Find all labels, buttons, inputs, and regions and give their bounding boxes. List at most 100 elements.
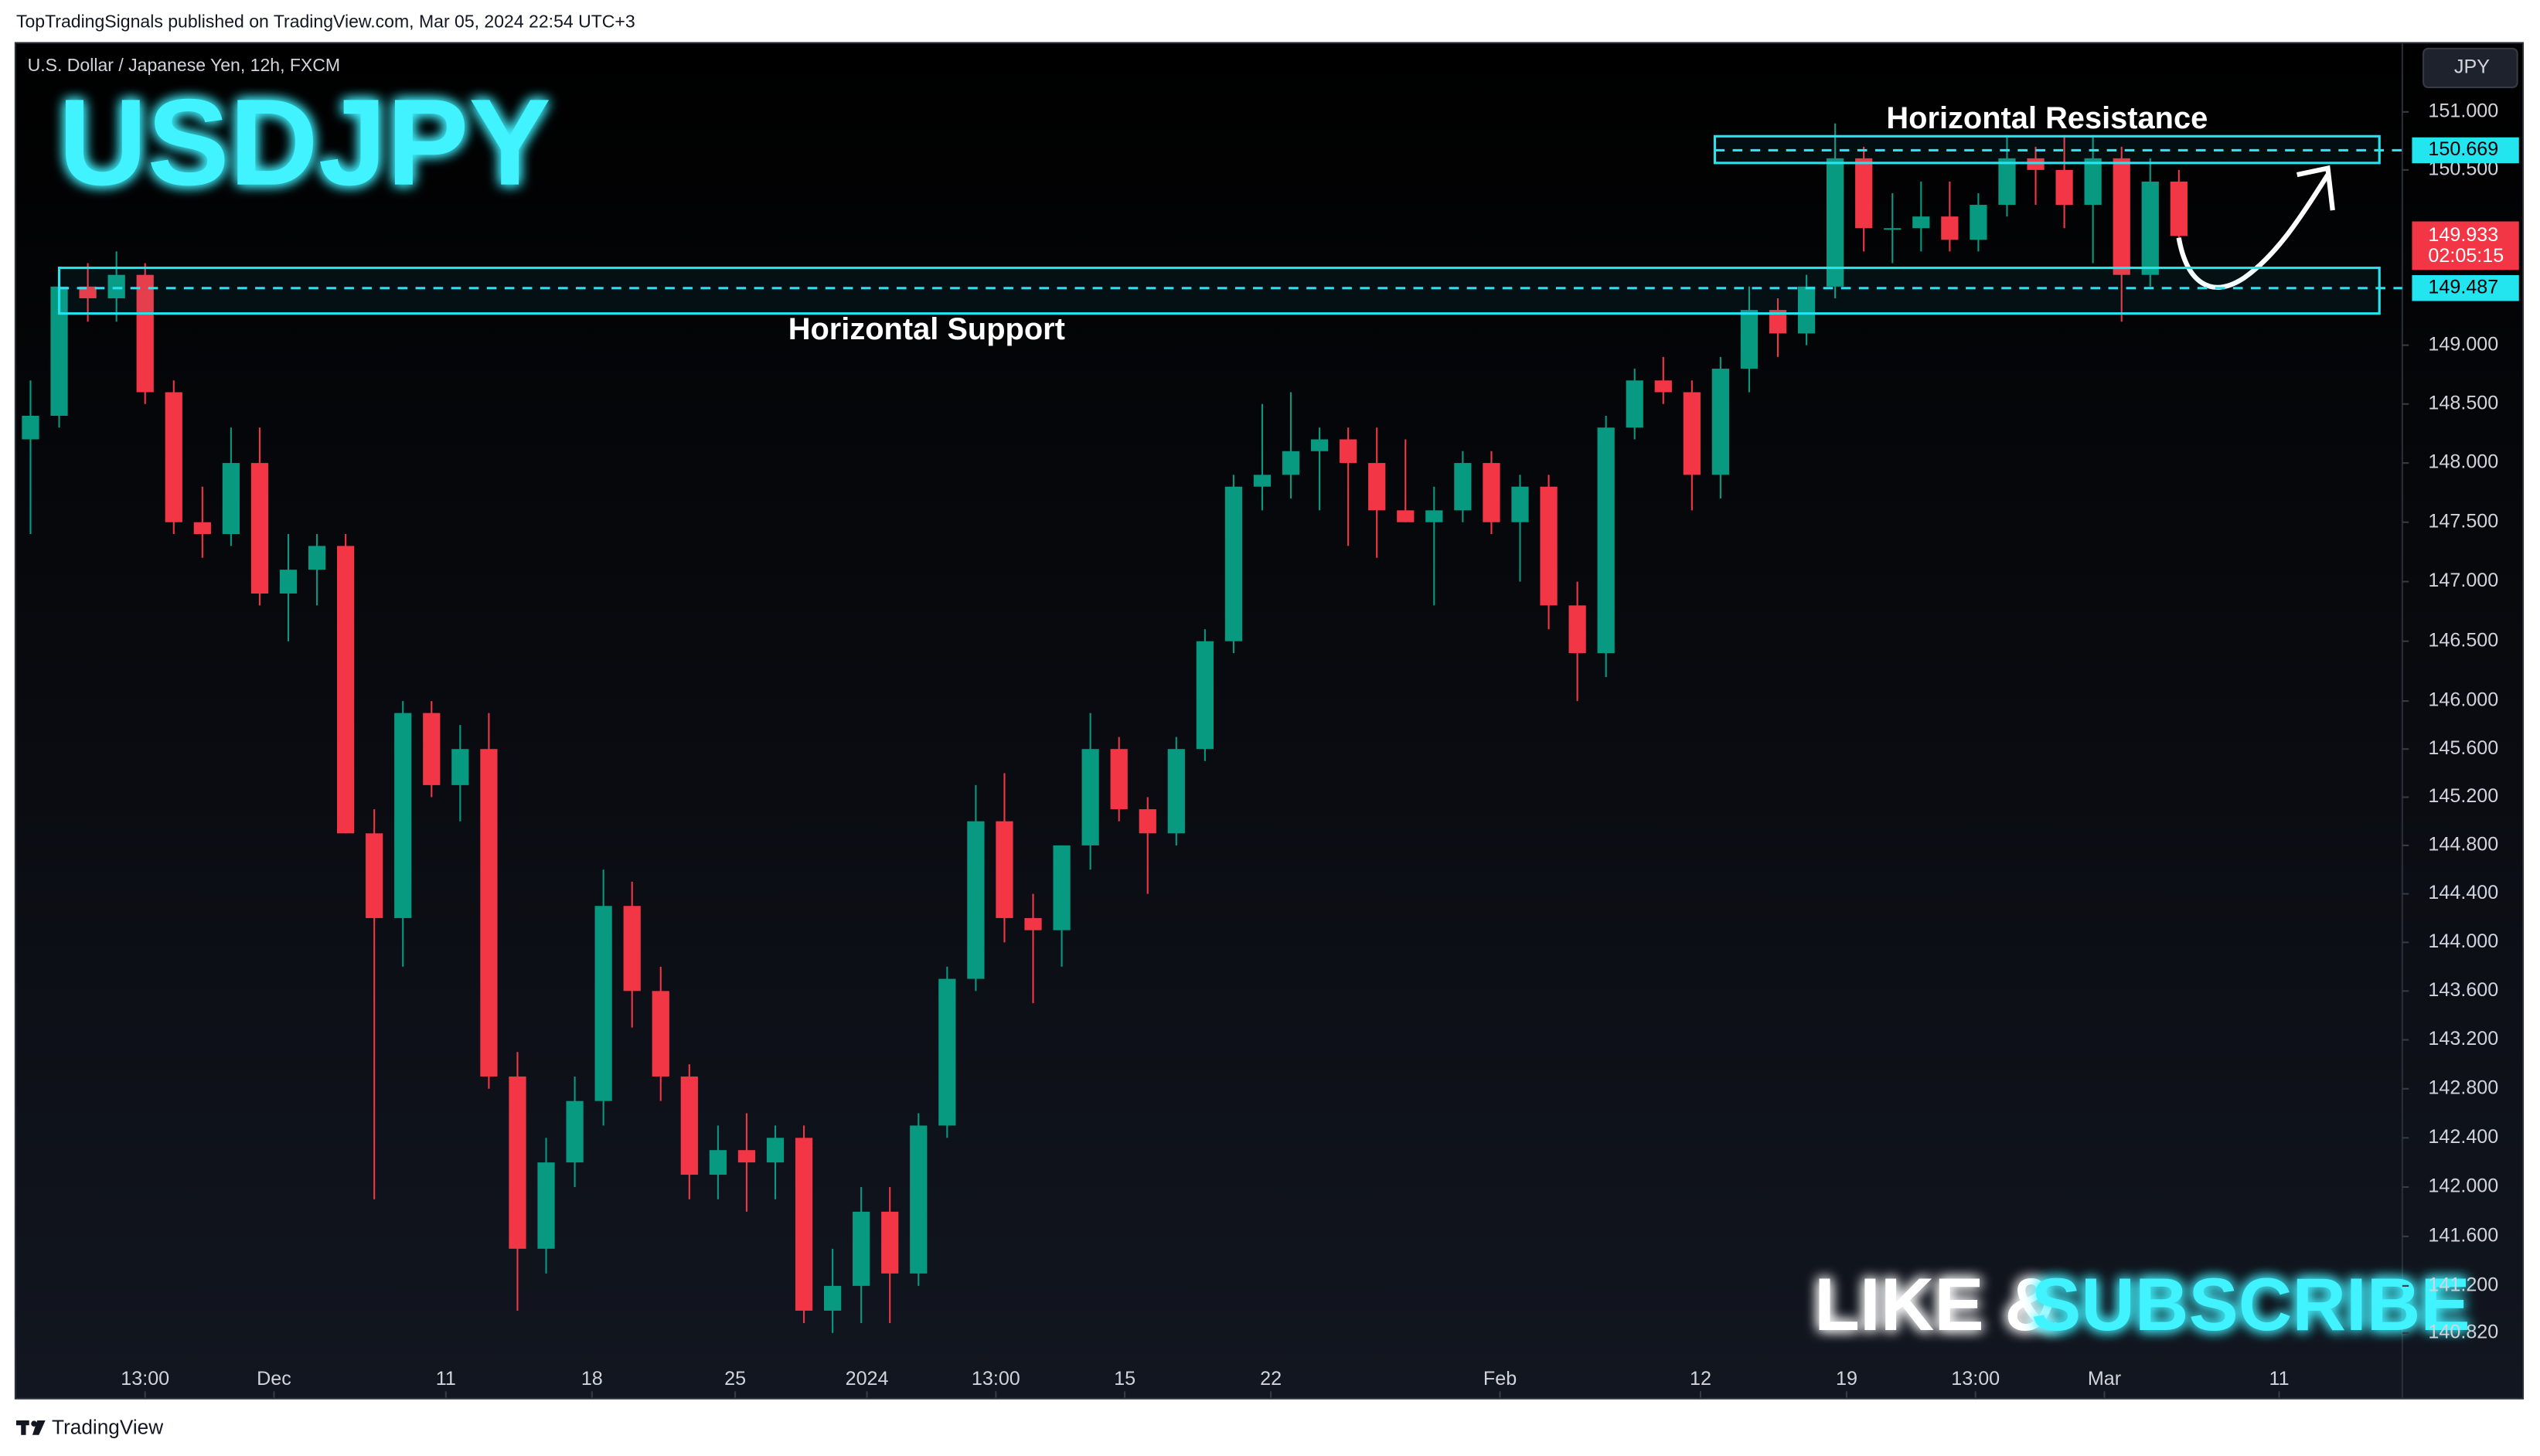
candle-body	[1053, 845, 1071, 930]
currency-button[interactable]	[2423, 47, 2518, 89]
level-price-label: 149.487	[2428, 276, 2498, 298]
level-price-tag	[2412, 275, 2519, 301]
level-zone	[1713, 134, 2381, 165]
candle-body	[1970, 205, 1987, 240]
y-tick-label: 146.000	[2428, 689, 2498, 711]
candle-body	[451, 749, 469, 785]
attribution: TopTradingSignals published on TradingVi…	[16, 11, 635, 31]
currency[interactable]: JPY	[2454, 56, 2490, 78]
candle-body	[1884, 228, 1902, 230]
level-price-tag	[2412, 137, 2519, 164]
y-tick-label: 146.500	[2428, 629, 2498, 651]
x-tick-label: Feb	[1483, 1368, 1517, 1390]
candle-body	[1540, 486, 1558, 606]
candle-body	[423, 713, 441, 785]
candle-body	[1454, 463, 1472, 511]
y-tick-label: 141.600	[2428, 1224, 2498, 1246]
y-tick-label: 145.200	[2428, 785, 2498, 807]
candle-body	[2084, 158, 2102, 206]
candle-body	[853, 1211, 870, 1286]
tv-logo	[15, 1420, 46, 1435]
y-tick-label: 144.400	[2428, 882, 2498, 903]
x-tick-label: 13:00	[1951, 1368, 2000, 1390]
candle-body	[509, 1076, 526, 1249]
candle-body	[1941, 216, 1959, 240]
candle-body	[823, 1285, 842, 1311]
candle-body	[1998, 158, 2016, 206]
candle-body	[680, 1076, 698, 1175]
y-tick-label: 144.000	[2428, 930, 2498, 952]
candle-body	[366, 833, 383, 918]
level-price-label: 150.669	[2428, 138, 2498, 160]
candle-body	[2113, 158, 2130, 275]
candle-body	[938, 978, 956, 1126]
y-tick-label: 143.600	[2428, 979, 2498, 1001]
candle-body	[1483, 463, 1500, 522]
y-tick-label: 142.400	[2428, 1126, 2498, 1148]
candle-body	[1654, 380, 1672, 393]
candle-body	[2141, 181, 2159, 275]
y-tick-label: 148.000	[2428, 451, 2498, 473]
candle-body	[1368, 463, 1386, 511]
candle-body	[1683, 392, 1701, 475]
y-tick-label: 141.200	[2428, 1274, 2498, 1296]
candle-body	[1626, 380, 1643, 428]
x-tick-label: 18	[581, 1368, 603, 1390]
candle-body	[1167, 749, 1185, 834]
candle-body	[652, 991, 669, 1077]
candle-body	[594, 906, 612, 1101]
candle-body	[193, 522, 211, 535]
x-tick-label: 2024	[846, 1368, 889, 1390]
candle-body	[394, 713, 412, 918]
candle-body	[1711, 369, 1730, 475]
y-tick-label: 148.500	[2428, 392, 2498, 413]
candle-body	[1397, 510, 1415, 522]
candle-body	[1855, 158, 1873, 229]
logo-part	[32, 1420, 46, 1435]
y-tick-label: 142.000	[2428, 1175, 2498, 1197]
projection-arrow	[2176, 173, 2331, 290]
candle-body	[279, 570, 298, 594]
candle-body	[1769, 310, 1787, 334]
x-tick-label: Dec	[257, 1368, 291, 1390]
candle-body	[795, 1138, 813, 1311]
candle-body	[165, 392, 182, 522]
candle-body	[136, 274, 154, 393]
y-tick-label: 144.800	[2428, 834, 2498, 856]
candle-body	[881, 1211, 899, 1274]
candle-body	[2170, 181, 2188, 236]
level-label: Horizontal Resistance	[1886, 101, 2208, 135]
candle-body	[1340, 439, 1357, 464]
logo-part	[21, 1420, 26, 1435]
candle-body	[308, 546, 326, 570]
candle-body	[1827, 158, 1844, 287]
x-tick-label: Mar	[2088, 1368, 2121, 1390]
candle-body	[737, 1150, 756, 1163]
y-tick-label: 143.200	[2428, 1028, 2498, 1049]
candle-body	[1196, 641, 1214, 750]
candle-body	[79, 286, 97, 298]
chart-title: USDJPY	[58, 73, 550, 211]
plot	[22, 123, 2188, 1333]
candle-body	[1139, 809, 1156, 834]
candle-body	[1253, 475, 1272, 487]
last-price-tag	[2412, 221, 2519, 270]
symbol-description: U.S. Dollar / Japanese Yen, 12h, FXCM	[28, 55, 341, 75]
footer-brand: TradingView	[52, 1415, 163, 1438]
candle-body	[480, 749, 498, 1077]
cta-subscribe: SUBSCRIBE	[2031, 1264, 2470, 1346]
y-tick-label: 151.000	[2428, 100, 2498, 121]
candle-body	[22, 415, 39, 440]
candle-body	[1310, 439, 1329, 451]
candle-body	[1597, 427, 1615, 654]
candle-body	[337, 546, 355, 834]
candle-body	[1740, 310, 1759, 369]
candle-body	[1425, 510, 1443, 522]
candle-body	[766, 1138, 785, 1163]
x-tick-label: 13:00	[121, 1368, 169, 1390]
candle-body	[222, 463, 240, 535]
candle-body	[709, 1150, 727, 1175]
x-tick-label: 22	[1260, 1368, 1282, 1390]
